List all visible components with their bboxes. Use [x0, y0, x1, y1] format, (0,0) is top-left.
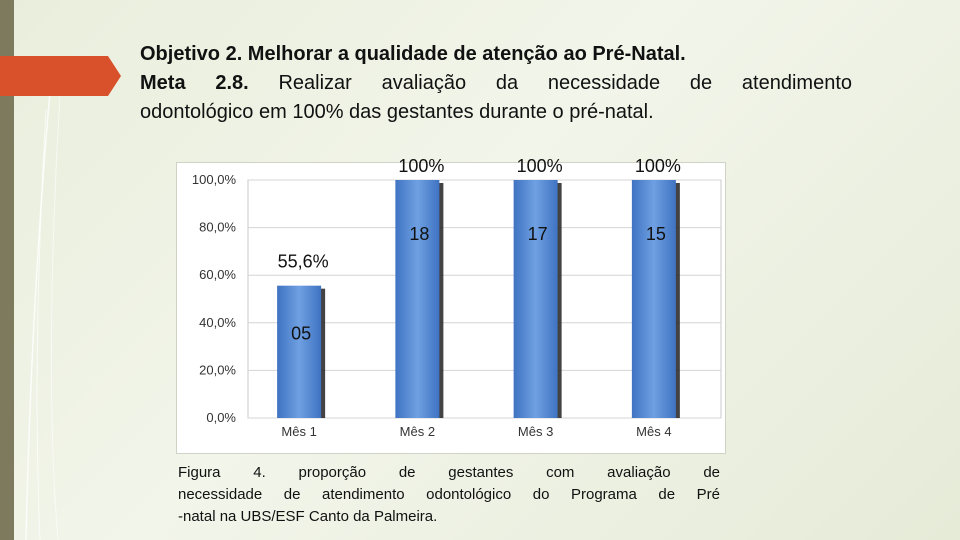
objective-line: Objetivo 2. Melhorar a qualidade de aten…: [140, 43, 686, 65]
goal-label: Meta 2.8.: [140, 72, 249, 94]
figure-caption: Figura 4. proporção de gestantes com ava…: [178, 462, 720, 528]
goal-line: Meta 2.8. Realizar avaliação da necessid…: [140, 69, 852, 98]
x-tick-label: Mês 4: [636, 424, 671, 439]
x-tick-label: Mês 2: [400, 424, 435, 439]
bar: [513, 180, 558, 418]
bar: [395, 180, 440, 418]
y-tick-label: 40,0%: [199, 315, 236, 330]
y-tick-label: 80,0%: [199, 220, 236, 235]
x-tick-label: Mês 1: [281, 424, 316, 439]
percent-data-label: 55,6%: [278, 252, 329, 272]
percent-data-label: 100%: [517, 156, 563, 176]
goal-text-continued: odontológico em 100% das gestantes duran…: [140, 101, 654, 123]
x-tick-label: Mês 3: [518, 424, 553, 439]
percent-data-label: 100%: [635, 156, 681, 176]
bar: [277, 285, 322, 418]
goal-text: Realizar avaliação da necessidade de ate…: [248, 72, 853, 94]
bar: [631, 180, 676, 418]
caption-line-2: necessidade de atendimento odontológico …: [178, 486, 720, 503]
y-tick-label: 60,0%: [199, 267, 236, 282]
y-tick-label: 0,0%: [206, 410, 236, 425]
left-side-bar: [0, 0, 14, 540]
y-tick-label: 20,0%: [199, 362, 236, 377]
percent-data-label: 100%: [398, 156, 444, 176]
decorative-lines: [25, 69, 61, 540]
count-data-label: 15: [646, 224, 666, 244]
accent-arrow-tab: [0, 56, 121, 96]
bar-chart: 0,0% 20,0% 40,0% 60,0% 80,0% 100,0% Mês 1 55,6…: [192, 156, 722, 439]
count-data-label: 05: [291, 324, 311, 344]
count-data-label: 17: [528, 224, 548, 244]
y-tick-label: 100,0%: [192, 172, 237, 187]
caption-line-1: Figura 4. proporção de gestantes com ava…: [178, 464, 720, 481]
slide-title: Objetivo 2. Melhorar a qualidade de aten…: [140, 40, 852, 127]
caption-line-3: -natal na UBS/ESF Canto da Palmeira.: [178, 508, 438, 525]
count-data-label: 18: [409, 224, 429, 244]
